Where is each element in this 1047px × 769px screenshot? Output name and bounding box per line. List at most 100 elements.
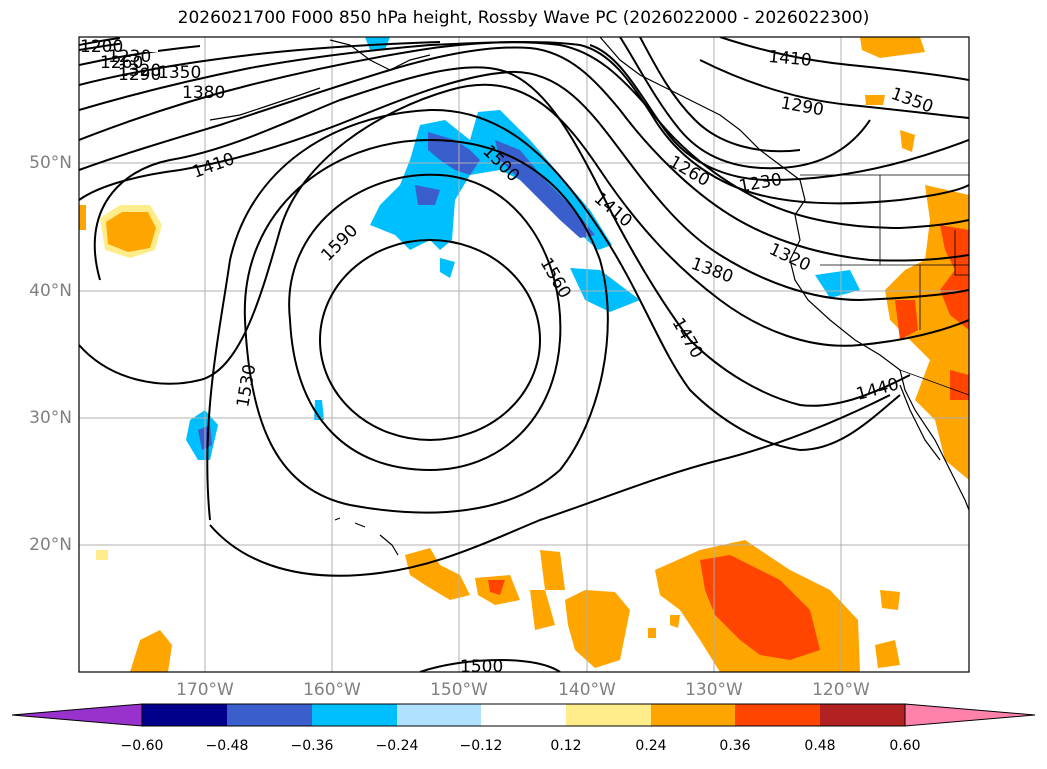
colorbar-bin-1 <box>142 704 227 726</box>
positive-region-3 <box>900 130 915 152</box>
colorbar-tick-9: 0.48 <box>804 738 836 754</box>
negative-core-1 <box>428 132 480 175</box>
colorbar-tick-2: −0.48 <box>205 738 249 754</box>
hawaii-islands <box>334 517 399 556</box>
negative-region-7 <box>365 37 390 50</box>
contour-1320 <box>79 40 969 205</box>
positive-region-15 <box>96 550 108 560</box>
height-contours <box>79 37 969 672</box>
positive-region-2 <box>860 37 925 58</box>
contour-label-1230: 1230 <box>108 47 151 67</box>
map-frame <box>78 36 970 673</box>
contour-1530 <box>243 138 609 514</box>
colorbar-bin-3 <box>312 704 397 726</box>
contour-1380 <box>79 46 969 262</box>
lon-label-140w: 140°W <box>558 680 616 700</box>
colorbar-tick-4: −0.24 <box>375 738 419 754</box>
coastlines <box>209 37 969 556</box>
positive-core-5b <box>895 300 918 340</box>
positive-region-13 <box>875 640 900 668</box>
positive-region-18 <box>79 205 86 230</box>
positive-region-10 <box>530 590 555 630</box>
colorbar-frame <box>141 703 906 727</box>
contour-1260 <box>79 37 871 170</box>
contour-1440 <box>79 83 969 385</box>
contour-1500 <box>206 108 901 521</box>
colorbar-tick-5: −0.12 <box>459 738 503 754</box>
positive-core-8 <box>488 580 505 595</box>
positive-region-16 <box>648 628 656 638</box>
negative-region-6 <box>440 258 455 278</box>
negative-core-3 <box>415 185 440 205</box>
colorbar-tick-8: 0.36 <box>719 738 751 754</box>
us-mexico-border <box>899 369 969 396</box>
contour-1410-north <box>719 37 969 81</box>
lat-label-20n: 20°N <box>29 535 72 555</box>
colorbar-bin-8 <box>735 704 820 726</box>
colorbar-bin-2 <box>227 704 312 726</box>
alaska-coast <box>329 39 431 71</box>
positive-core-1 <box>106 212 156 252</box>
contour-1290 <box>79 41 969 182</box>
north-america-coast <box>599 37 969 511</box>
positive-region-6 <box>130 630 172 672</box>
lat-label-30n: 30°N <box>29 408 72 428</box>
label-bg-1200 <box>120 37 158 52</box>
lon-label-170w: 170°W <box>176 680 234 700</box>
positive-region-17 <box>670 615 680 628</box>
contour-1410 <box>79 70 969 302</box>
gridlines <box>79 37 969 672</box>
contour-1470 <box>93 66 911 407</box>
lon-label-150w: 150°W <box>430 680 488 700</box>
contour-1560 <box>288 173 562 472</box>
colorbar-bin-4 <box>397 704 481 726</box>
contour-label-1380: 1380 <box>182 83 225 103</box>
lat-label-40n: 40°N <box>29 281 72 301</box>
contour-1500-south <box>419 658 561 672</box>
positive-core-5a <box>940 225 969 330</box>
contour-1590 <box>319 239 541 441</box>
state-borders <box>879 175 969 330</box>
positive-region-7 <box>405 548 470 600</box>
baja-coast <box>899 384 941 461</box>
colorbar <box>11 703 1036 727</box>
colorbar-tick-1: −0.60 <box>120 738 164 754</box>
negative-anomaly-regions <box>186 37 860 460</box>
contour-1350 <box>79 41 969 230</box>
colorbar-tick-6: 0.12 <box>550 738 582 754</box>
colorbar-bin-7 <box>651 704 735 726</box>
positive-region-11 <box>565 590 630 668</box>
contour-label-1410-east: 1410 <box>768 47 813 71</box>
colorbar-tick-10: 0.60 <box>889 738 921 754</box>
aleutian-islands <box>209 87 321 121</box>
positive-core-5c <box>950 370 969 400</box>
colorbar-extend-high <box>904 703 1036 727</box>
political-borders <box>800 174 969 396</box>
contour-label-1320: 1320 <box>118 61 161 81</box>
contour-label-1290: 1290 <box>118 65 161 85</box>
colorbar-bin-5 <box>481 704 566 726</box>
colorbar-bin-9 <box>820 704 905 726</box>
positive-core-12 <box>700 555 820 660</box>
contour-1350-north <box>699 59 969 119</box>
map-background <box>79 37 969 672</box>
lon-label-160w: 160°W <box>303 680 361 700</box>
contour-label-1500-south: 1500 <box>460 657 503 677</box>
colorbar-tick-3: −0.36 <box>290 738 334 754</box>
contour-label-1350: 1350 <box>158 63 201 83</box>
colorbar-bin-6 <box>566 704 651 726</box>
positive-region-4 <box>865 95 885 105</box>
contour-1500b <box>209 394 891 577</box>
negative-core-2 <box>495 140 595 238</box>
colorbar-extend-low <box>11 703 143 727</box>
contour-label-1260: 1260 <box>100 53 143 73</box>
positive-region-9 <box>540 550 565 590</box>
contour-label-1200: 1200 <box>80 37 123 57</box>
colorbar-tick-7: 0.24 <box>635 738 667 754</box>
lon-label-130w: 130°W <box>685 680 743 700</box>
lat-label-50n: 50°N <box>29 153 72 173</box>
map-plot-area: 1200 1230 1260 1290 1320 1350 1380 1410 … <box>79 37 969 677</box>
contour-1200 <box>79 37 121 46</box>
positive-region-14 <box>880 590 900 610</box>
